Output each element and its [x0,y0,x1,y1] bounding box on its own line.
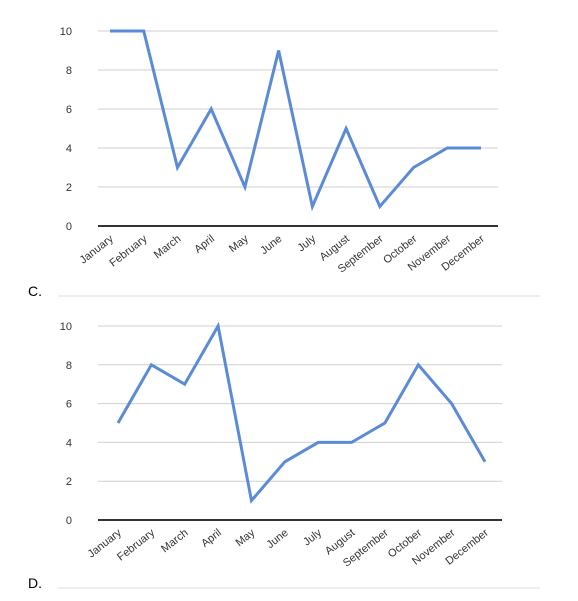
chart-d-y-tick-label: 0 [66,515,72,527]
chart-c-y-tick-label: 2 [66,182,72,194]
chart-c-y-tick-label: 0 [66,221,72,233]
chart-d-x-tick-label: May [234,527,258,550]
chart-c-series-line [110,29,481,212]
option-label-c: C. [28,283,42,299]
chart-c-y-tick-label: 6 [66,104,72,116]
chart-c-x-tick-label: July [295,233,318,255]
chart-d-x-tick-label: June [264,527,290,551]
chart-d-x-tick-label: July [301,527,324,549]
chart-c-gridlines [98,30,498,188]
chart-d-x-tick-label: February [115,527,157,564]
chart-d-y-tick-label: 2 [66,476,72,488]
chart-c-x-tick-label: April [192,233,217,256]
chart-d-x-tick-label: March [159,527,190,555]
chart-c-y-tick-label: 8 [66,65,72,77]
chart-d-y-tick-label: 8 [66,360,72,372]
chart-c-y-tick-label: 4 [66,143,72,155]
option-label-d: D. [28,575,42,591]
chart-d-series-line [116,321,487,504]
chart-c-y-tick-labels: 0 2 4 6 8 10 [60,26,72,233]
chart-c-x-tick-label: February [107,233,149,270]
chart-c-y-tick-label: 10 [60,26,72,38]
chart-c-x-tick-label: May [227,233,251,256]
chart-d-y-tick-label: 4 [66,437,72,449]
chart-d-gridlines [98,325,502,482]
chart-d-y-tick-labels: 0 2 4 6 8 10 [60,321,72,527]
chart-d-y-tick-label: 6 [66,399,72,411]
chart-d-x-tick-label: April [199,527,224,550]
chart-c-x-tick-label: June [258,233,284,257]
chart-d-y-tick-label: 10 [60,321,72,333]
chart-c-x-tick-label: March [152,233,183,261]
